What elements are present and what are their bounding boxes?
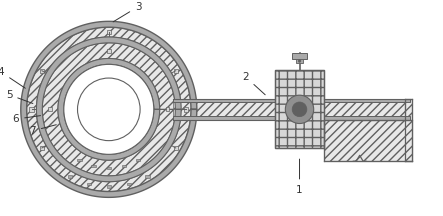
Bar <box>78 159 82 161</box>
Bar <box>292 53 307 59</box>
Bar <box>174 146 178 150</box>
Bar <box>184 107 188 111</box>
Bar <box>145 175 150 178</box>
Text: 4: 4 <box>0 67 25 88</box>
Polygon shape <box>43 43 175 176</box>
Bar <box>107 167 111 169</box>
Polygon shape <box>58 59 159 160</box>
Bar <box>107 49 111 52</box>
Text: 1: 1 <box>296 159 303 195</box>
Bar <box>173 98 275 103</box>
Circle shape <box>292 102 307 117</box>
Bar <box>174 68 178 73</box>
Circle shape <box>64 64 154 154</box>
Bar <box>324 98 410 103</box>
Bar <box>40 146 44 150</box>
Text: 5: 5 <box>6 90 33 103</box>
Circle shape <box>298 60 301 62</box>
Bar <box>87 183 91 185</box>
Bar <box>107 30 111 34</box>
Bar <box>127 183 131 185</box>
Bar <box>107 185 111 188</box>
Bar <box>40 68 44 73</box>
Bar <box>91 165 96 167</box>
Circle shape <box>78 78 140 141</box>
Bar <box>275 70 324 148</box>
Bar <box>122 165 126 167</box>
Bar <box>405 98 412 161</box>
Text: 6: 6 <box>12 114 41 124</box>
Bar <box>29 107 34 111</box>
Bar <box>324 103 410 116</box>
Bar <box>166 108 169 111</box>
Bar <box>295 59 303 63</box>
Bar <box>324 120 412 161</box>
Bar <box>136 159 140 161</box>
Bar <box>173 103 275 116</box>
Text: 3: 3 <box>113 2 141 22</box>
Bar <box>48 108 52 111</box>
Polygon shape <box>27 27 191 192</box>
Bar <box>68 175 72 178</box>
Bar <box>324 116 410 120</box>
Polygon shape <box>36 37 181 182</box>
Text: 2: 2 <box>242 72 265 95</box>
Polygon shape <box>21 21 197 197</box>
Bar <box>275 70 324 148</box>
Bar <box>173 116 275 120</box>
Circle shape <box>285 95 314 124</box>
Text: 7: 7 <box>29 125 56 136</box>
